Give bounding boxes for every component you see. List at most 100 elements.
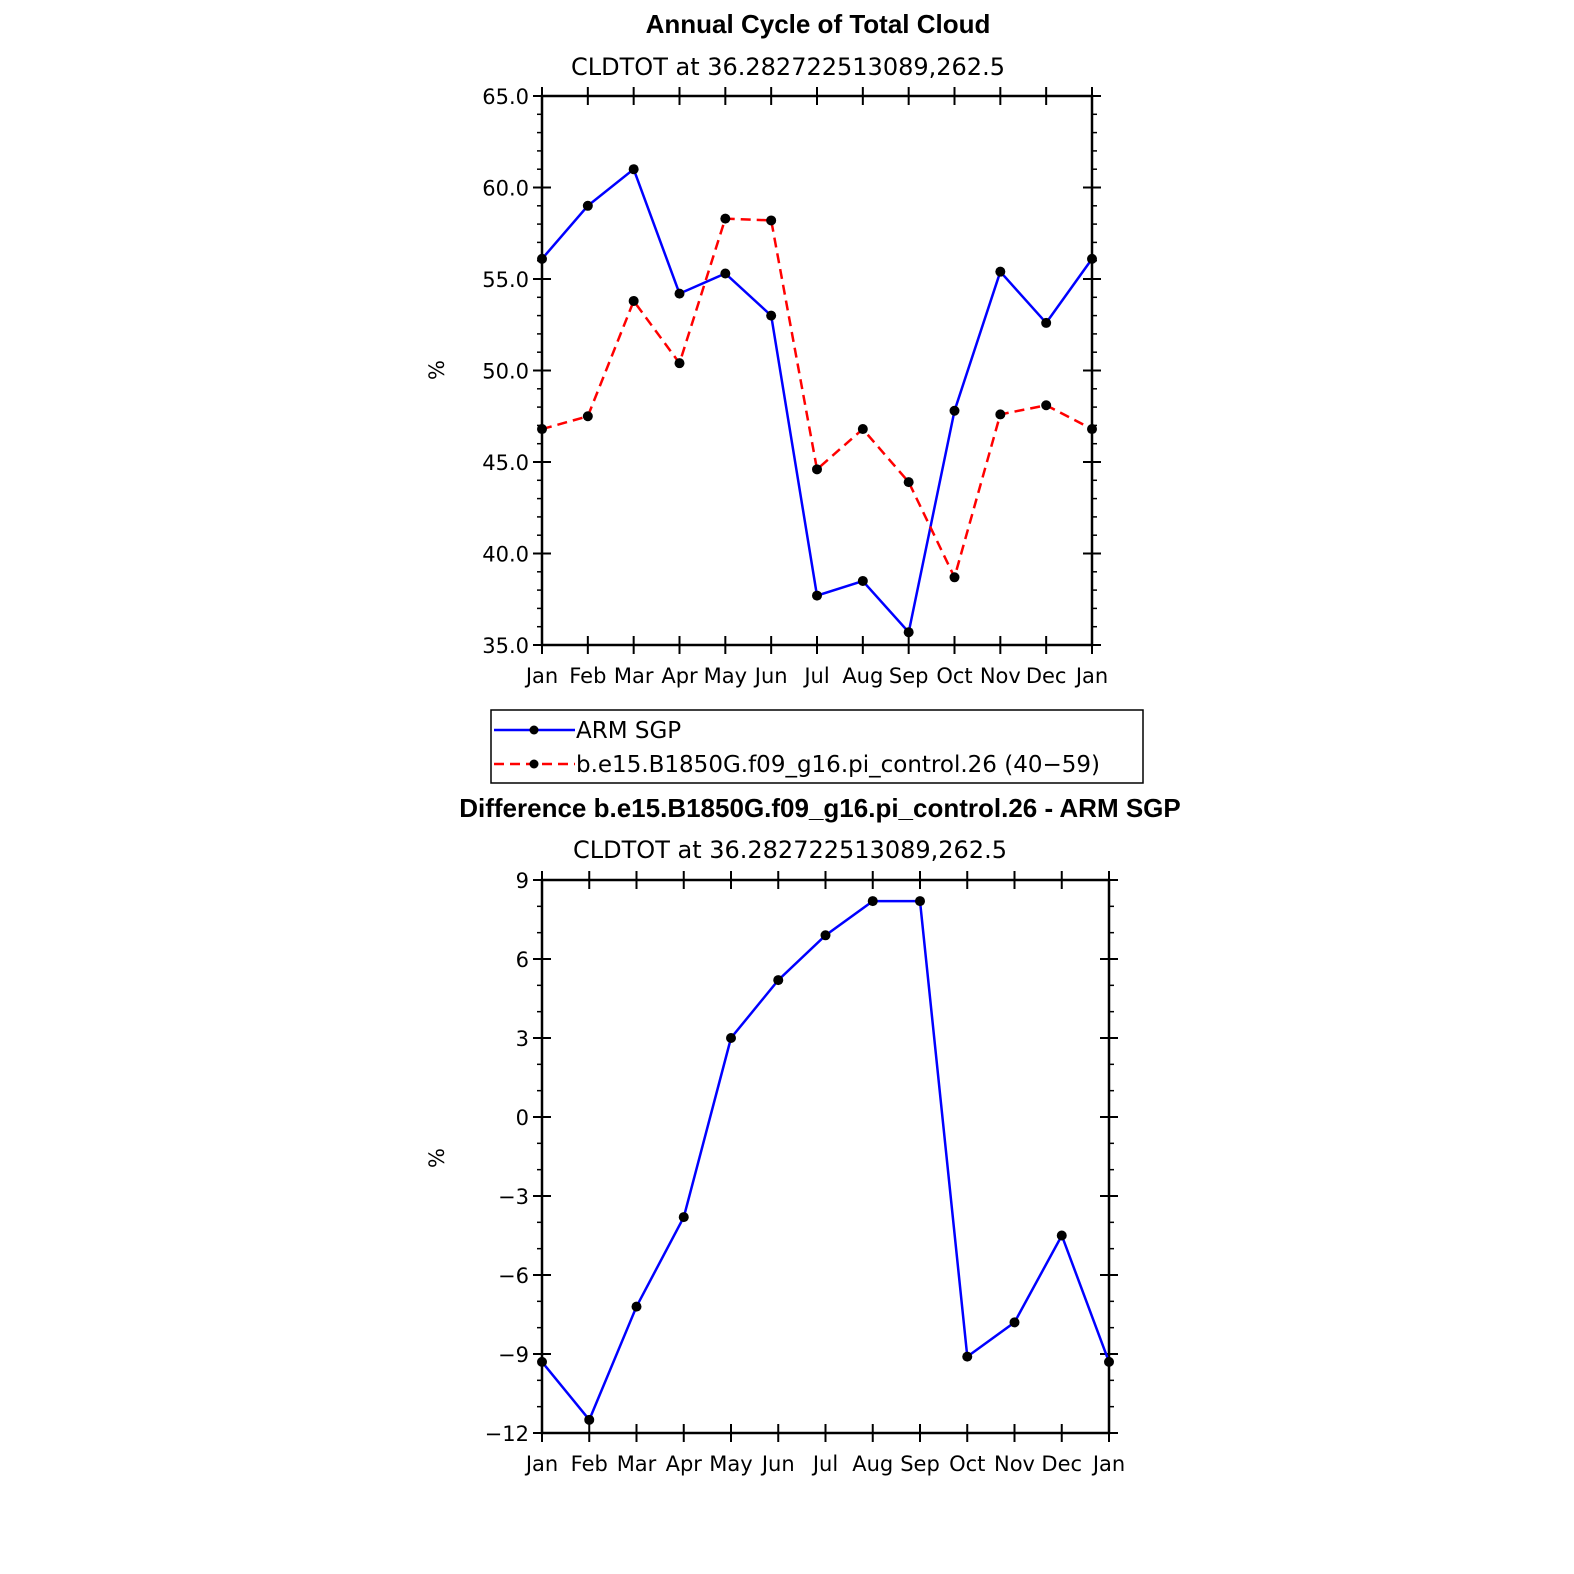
panel1-series-1-point <box>949 572 960 583</box>
panel1-ytick-label: 45.0 <box>482 451 529 475</box>
difference-panel: Difference b.e15.B1850G.f09_g16.pi_contr… <box>425 793 1181 1476</box>
panel1-series-0-point <box>582 200 593 211</box>
panel1-xtick-label: Aug <box>842 664 883 688</box>
panel2-ytick-label: 3 <box>516 1027 529 1051</box>
panel1-series-0-point <box>628 164 639 175</box>
panel1-xtick-label: Mar <box>614 664 654 688</box>
panel1-frame <box>540 94 1094 647</box>
legend-label-arm: ARM SGP <box>576 718 681 744</box>
legend: ARM SGP b.e15.B1850G.f09_g16.pi_control.… <box>490 709 1144 784</box>
panel2-xtick-label: May <box>709 1452 752 1476</box>
panel1-subtitle: CLDTOT at 36.282722513089,262.5 <box>571 53 1005 81</box>
panel1-xtick-label: Sep <box>889 664 929 688</box>
panel1-series-0-point <box>766 310 777 321</box>
panel1-ytick-label: 55.0 <box>482 268 529 292</box>
panel1-series-0-point <box>949 405 960 416</box>
panel1-ytick-label: 40.0 <box>482 543 529 567</box>
panel2-xtick-label: Jun <box>760 1452 795 1476</box>
panel2-ytick-label: −9 <box>498 1343 529 1367</box>
panel2-title: Difference b.e15.B1850G.f09_g16.pi_contr… <box>459 793 1181 823</box>
panel1-xtick-label: Jun <box>753 664 788 688</box>
panel2-series-0-point <box>1009 1317 1020 1328</box>
panel1-series-1-point <box>995 409 1006 420</box>
legend-marker-model <box>529 759 539 769</box>
panel2-xtick-label: Feb <box>571 1452 608 1476</box>
panel1-series-1-point <box>1087 424 1097 435</box>
panel2-series-0-point <box>820 930 831 941</box>
panel1-series-1-point <box>674 358 685 369</box>
panel2-xtick-label: Nov <box>994 1452 1035 1476</box>
panel1-xtick-label: Jul <box>802 664 829 688</box>
panel2-series <box>537 896 1114 1425</box>
panel1-series-0-point <box>812 590 822 601</box>
legend-label-model: b.e15.B1850G.f09_g16.pi_control.26 (40−5… <box>576 752 1100 778</box>
panel2-ytick-label: −3 <box>498 1185 529 1209</box>
panel2-series-0-point <box>726 1033 736 1043</box>
annual-cycle-panel: Annual Cycle of Total Cloud CLDTOT at 36… <box>425 9 1108 688</box>
panel1-ytick-label: 60.0 <box>482 177 529 201</box>
panel2-ytick-label: −6 <box>498 1264 529 1288</box>
panel1-series-0-point <box>537 253 547 264</box>
panel1-series-1-point <box>903 477 914 488</box>
panel1-series-0-point <box>903 627 914 638</box>
panel2-series-0-point <box>773 975 784 986</box>
panel2-xtick-label: Aug <box>852 1452 893 1476</box>
panel1-xtick-label: Jan <box>524 664 558 688</box>
panel1-ytick-label: 65.0 <box>482 85 529 109</box>
panel1-series-1-point <box>582 411 593 422</box>
panel2-series-0-point <box>1104 1356 1114 1367</box>
panel1-series-0-line <box>541 167 1094 635</box>
panel1-axes: 35.0 40.0 45.0 50.0 55.0 60.0 65.0 Jan Feb Mar Apr… <box>482 85 1108 688</box>
panel1-series-1-point <box>1041 400 1052 411</box>
panel1-xtick-label: Feb <box>569 664 606 688</box>
panel1-series <box>537 164 1097 638</box>
panel2-ylabel: % <box>425 1148 449 1168</box>
panel1-xtick-label: Jan <box>1074 664 1108 688</box>
panel1-title: Annual Cycle of Total Cloud <box>646 9 991 39</box>
panel2-xtick-label: Dec <box>1041 1452 1082 1476</box>
legend-marker-arm <box>529 725 539 735</box>
panel1-xtick-label: Oct <box>936 664 972 688</box>
panel2-xtick-label: Mar <box>617 1452 657 1476</box>
panel1-series-1-point <box>766 215 777 226</box>
panel2-series-0-point <box>537 1356 547 1367</box>
panel1-series-1-point <box>720 213 731 224</box>
panel2-series-0-point <box>678 1212 689 1223</box>
panel2-xtick-label: Oct <box>949 1452 985 1476</box>
panel1-series-1-line <box>541 217 1093 581</box>
panel2-xtick-label: Jan <box>1091 1452 1125 1476</box>
panel1-series-0-point <box>1041 317 1052 328</box>
panel2-series-0-point <box>867 896 878 907</box>
panel2-xtick-label: Apr <box>666 1452 703 1476</box>
panel2-xtick-label: Sep <box>900 1452 940 1476</box>
panel1-series-1-point <box>857 424 868 435</box>
panel2-ytick-label: −12 <box>485 1422 529 1446</box>
panel1-xtick-label: May <box>704 664 747 688</box>
panel1-xtick-label: Apr <box>661 664 698 688</box>
panel2-frame <box>540 878 1111 1435</box>
panel2-series-0-point <box>962 1351 973 1362</box>
panel1-series-1-point <box>812 464 822 475</box>
panel2-series-0-point <box>915 896 925 907</box>
panel1-xtick-label: Dec <box>1026 664 1067 688</box>
panel2-subtitle: CLDTOT at 36.282722513089,262.5 <box>573 836 1007 864</box>
panel2-ytick-label: 9 <box>516 869 529 893</box>
panel1-ytick-label: 50.0 <box>482 360 529 384</box>
legend-box <box>490 709 1144 784</box>
panel2-ytick-label: 0 <box>516 1106 529 1130</box>
panel1-series-1-point <box>537 424 547 435</box>
panel1-ylabel: % <box>425 360 449 380</box>
panel2-xtick-label: Jul <box>811 1452 838 1476</box>
panel2-series-0-point <box>631 1301 642 1312</box>
panel2-ytick-label: 6 <box>516 948 529 972</box>
panel1-series-0-point <box>995 266 1006 277</box>
panel2-xtick-label: Jan <box>524 1452 558 1476</box>
panel1-xtick-label: Nov <box>980 664 1021 688</box>
panel2-series-0-point <box>584 1414 595 1425</box>
panel2-series-0-line <box>541 899 1111 1423</box>
panel1-series-0-point <box>720 268 731 279</box>
panel1-series-1-point <box>628 295 639 306</box>
panel1-series-0-point <box>674 288 685 299</box>
panel1-series-0-point <box>1087 253 1097 264</box>
